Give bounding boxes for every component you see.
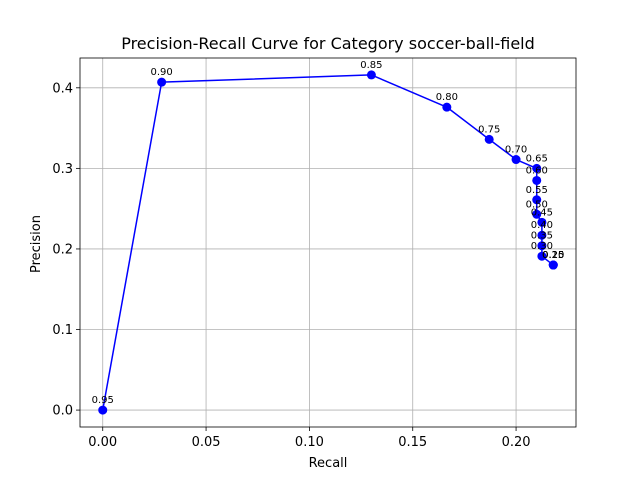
data-point	[484, 134, 494, 144]
x-tick-label: 0.00	[88, 435, 117, 450]
data-label: 0.20	[542, 250, 564, 261]
data-point	[532, 195, 542, 205]
data-point	[537, 241, 547, 251]
ticks: 0.00 0.05 0.10 0.15 0.20 0.0 0.1 0.2 0.3 0.4	[52, 81, 530, 450]
data-label: 0.65	[526, 153, 548, 164]
series	[98, 70, 558, 415]
data-point	[537, 217, 547, 227]
data-point	[98, 405, 108, 415]
x-tick-label: 0.15	[398, 435, 427, 450]
x-tick-label: 0.10	[295, 435, 324, 450]
data-point	[442, 102, 452, 112]
y-tick-label: 0.2	[52, 242, 73, 257]
chart-title: Precision-Recall Curve for Category socc…	[121, 34, 535, 53]
grid	[80, 58, 576, 427]
data-point	[537, 251, 547, 261]
data-label: 0.35	[531, 231, 553, 242]
data-label: 0.60	[526, 165, 548, 176]
data-point	[532, 175, 542, 185]
data-point	[548, 260, 558, 270]
x-axis-label: Recall	[309, 456, 348, 471]
data-point	[366, 70, 376, 80]
data-label: 0.40	[531, 220, 553, 231]
y-tick-label: 0.4	[52, 81, 73, 96]
data-label: 0.80	[436, 92, 458, 103]
y-tick-label: 0.3	[52, 162, 73, 177]
point-labels: 0.95 0.90 0.85 0.80 0.75 0.700.650.60 0.55 0.50…	[92, 60, 565, 406]
y-tick-label: 0.0	[52, 404, 73, 419]
data-label: 0.70	[505, 145, 527, 156]
data-label: 0.75	[478, 124, 500, 135]
data-label: 0.25	[542, 250, 564, 261]
data-point	[532, 163, 542, 173]
data-label: 0.90	[151, 67, 173, 78]
data-label: 0.50	[526, 199, 548, 210]
y-axis-label: Precision	[29, 215, 44, 273]
data-point	[511, 155, 521, 165]
data-label: 0.30	[531, 241, 553, 252]
data-point	[532, 209, 542, 219]
data-point	[537, 230, 547, 240]
y-tick-label: 0.1	[52, 323, 73, 338]
data-label: 0.85	[360, 60, 382, 71]
data-point	[157, 77, 167, 87]
plot-frame	[79, 57, 577, 428]
data-label: 0.55	[526, 185, 548, 196]
data-label: 0.95	[92, 395, 114, 406]
x-tick-label: 0.20	[502, 435, 531, 450]
x-tick-label: 0.05	[192, 435, 221, 450]
data-label: 0.15	[542, 250, 564, 261]
data-label: 0.45	[531, 207, 553, 218]
axes	[79, 57, 577, 428]
